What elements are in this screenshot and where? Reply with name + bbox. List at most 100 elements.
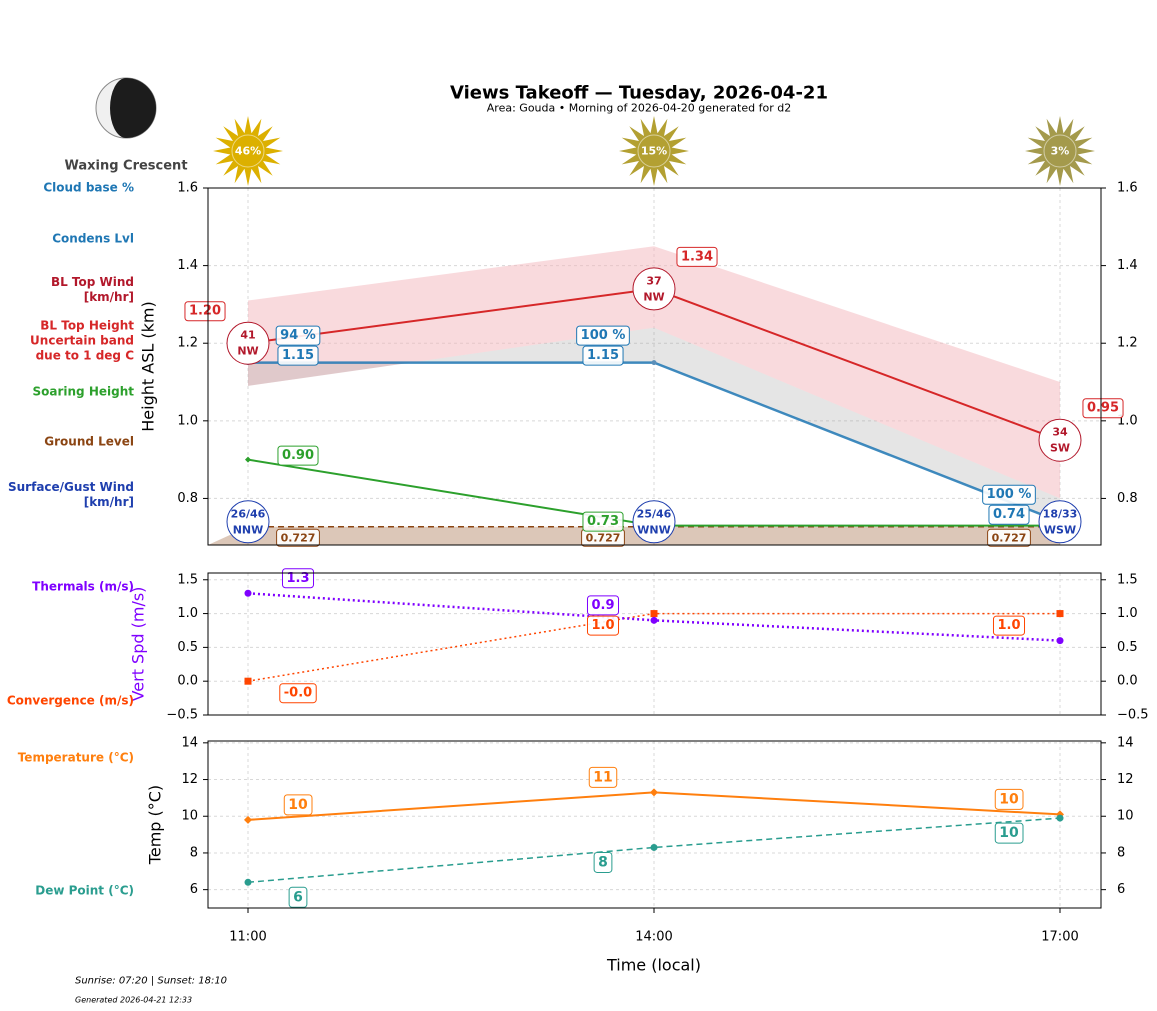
y-tick-label: 0.5 [177,640,198,655]
label-box [283,794,313,816]
series-label: Ground Level [44,434,134,449]
data-label: 94 % [280,328,316,343]
point [1056,637,1064,645]
y-tick-label: 14 [181,735,198,750]
title: Views Takeoff — Tuesday, 2026-04-21 [450,83,828,104]
label-box [277,345,319,366]
y-axis-label: Temp (°C) [146,785,165,865]
y2-tick-label: 0.0 [1117,674,1138,689]
data-label: 0.727 [281,531,316,544]
y-tick-label: 0.8 [177,491,198,506]
data-label: 6 [293,889,303,905]
y-tick-label: 1.0 [177,413,198,428]
point [651,360,657,366]
plot-frame [207,572,1102,716]
wind-speed: 34 [1052,426,1068,439]
sun-label: 3% [1051,145,1070,158]
wind-badge [1038,418,1082,462]
label-box [582,511,624,532]
x-tick-label: 11:00 [229,930,266,945]
y-tick-label: −0.5 [166,708,198,723]
wind-speed: 26/46 [231,507,266,520]
series-label: Temperature (°C) [17,750,134,765]
y2-tick-label: 0.8 [1117,491,1138,506]
label-mark [982,484,1036,505]
label-box [588,766,618,788]
y2-tick-label: 1.2 [1117,336,1138,351]
label-box [279,683,317,704]
data-label: 1.34 [681,249,713,264]
x-tick-label: 14:00 [635,930,672,945]
sun-times: Sunrise: 07:20 | Sunset: 18:10 [75,976,227,987]
data-label: 10 [999,825,1019,841]
wind-badge [1038,500,1082,544]
data-label: -0.0 [284,686,312,701]
plot-frame [207,187,1102,546]
label-box [277,445,319,466]
series-label: Surface/Gust Wind [km/hr] [8,480,134,509]
wind-speed: 25/46 [637,507,672,520]
point [244,878,252,886]
data-label: 0.74 [993,507,1025,522]
wind-speed: 37 [646,274,661,287]
series-label: BL Top Height Uncertain band due to 1 de… [30,318,134,363]
series-line [247,817,1061,884]
data-label: 1.15 [282,348,314,363]
y2-tick-label: −0.5 [1117,708,1149,723]
wind-direction: NW [237,345,258,358]
label-mark [275,325,321,346]
y2-tick-label: 12 [1117,772,1134,787]
y-tick-label: 1.4 [177,258,198,273]
y2-tick-label: 1.6 [1117,181,1138,196]
label-box [992,615,1026,636]
data-label: 11 [593,769,612,785]
point [1056,814,1064,822]
wind-badge [226,500,270,544]
point [650,843,658,851]
sun [231,134,265,168]
wind-badge [632,500,676,544]
y-tick-label: 8 [190,845,198,860]
data-label: 10 [999,791,1019,807]
data-label: 100 % [581,328,626,343]
y-tick-label: 1.0 [177,606,198,621]
series-label: Dew Point (°C) [35,883,134,898]
sun-label: 15% [641,145,667,158]
label-box [586,595,620,616]
y-tick-label: 1.6 [177,181,198,196]
moon-phase: Waxing Crescent [64,159,187,174]
label-box [988,504,1030,525]
wind-speed: 18/33 [1043,507,1078,520]
y2-tick-label: 10 [1117,809,1134,824]
sun [637,134,671,168]
data-label: 1.15 [587,348,619,363]
series-label: Condens Lvl [52,231,134,246]
data-label: 8 [598,854,608,870]
wind-badge [226,321,270,365]
series-label: BL Top Wind [km/hr] [50,275,134,304]
series-label: Cloud base % [43,180,134,195]
data-label: 1.3 [286,571,309,586]
y2-tick-label: 6 [1117,882,1125,897]
data-label: 0.95 [1087,401,1119,416]
plot-frame [207,740,1102,909]
data-label: 1.0 [591,618,614,633]
y-tick-label: 12 [181,772,198,787]
wind-direction: NW [643,290,664,303]
label-box [582,345,624,366]
y2-tick-label: 8 [1117,845,1125,860]
data-label: 1.20 [189,304,221,319]
series-label: Convergence (m/s) [6,693,134,708]
wind-direction: WSW [1044,523,1076,536]
y2-tick-label: 14 [1117,735,1134,750]
label-box [994,788,1024,810]
uncertainty-band [248,246,1060,499]
x-axis-label: Time (local) [606,956,701,975]
wind-direction: NNW [233,523,264,536]
x-tick-label: 17:00 [1041,930,1078,945]
y2-tick-label: 1.5 [1117,572,1138,587]
y-tick-label: 6 [190,882,198,897]
moon [95,77,157,139]
